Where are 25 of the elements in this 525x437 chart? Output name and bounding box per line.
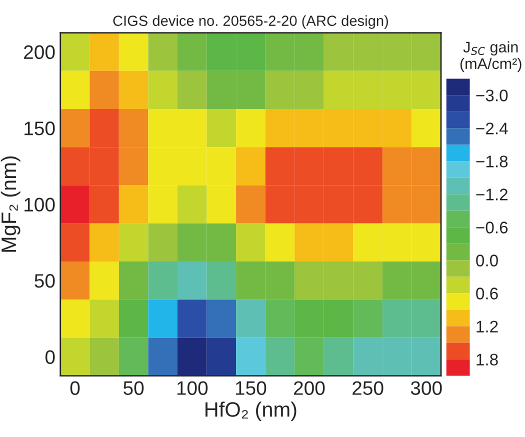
color-bar-label: −2.4: [476, 122, 508, 134]
y-tick-label: 200: [24, 45, 55, 60]
chart-title: CIGS device no. 20565-2-20 (ARC design): [113, 15, 388, 29]
x-tick-label: 0: [70, 381, 80, 395]
x-tick-label: 250: [352, 381, 384, 395]
y-tick-label: 150: [24, 122, 55, 136]
x-tick-label: 300: [410, 381, 442, 395]
color-bar-label: 1.2: [476, 320, 498, 332]
y-tick-label: 0: [45, 350, 55, 364]
x-tick-label: 50: [124, 381, 144, 395]
color-bar-label: 0.0: [476, 254, 498, 266]
color-bar-title: J$_{SC}$ gain (mA/cm²): [460, 41, 522, 72]
color-bar-label: 0.6: [476, 288, 498, 300]
color-bar-label: −1.2: [476, 188, 508, 200]
color-bar-label: −0.6: [476, 222, 508, 234]
x-tick-label: 100: [177, 381, 208, 395]
color-bar-label: −3.0: [476, 90, 508, 102]
x-tick-label: 150: [236, 381, 266, 395]
y-tick-label: 100: [24, 198, 55, 212]
x-axis-title: HfO₂ (nm): [206, 402, 296, 421]
color-bar-label: −1.8: [476, 156, 508, 168]
y-axis-title: MgF₂ (nm): [0, 156, 20, 252]
color-bar-label: 1.8: [476, 354, 498, 366]
x-tick-label: 200: [294, 381, 325, 395]
y-tick-label: 50: [34, 274, 55, 288]
